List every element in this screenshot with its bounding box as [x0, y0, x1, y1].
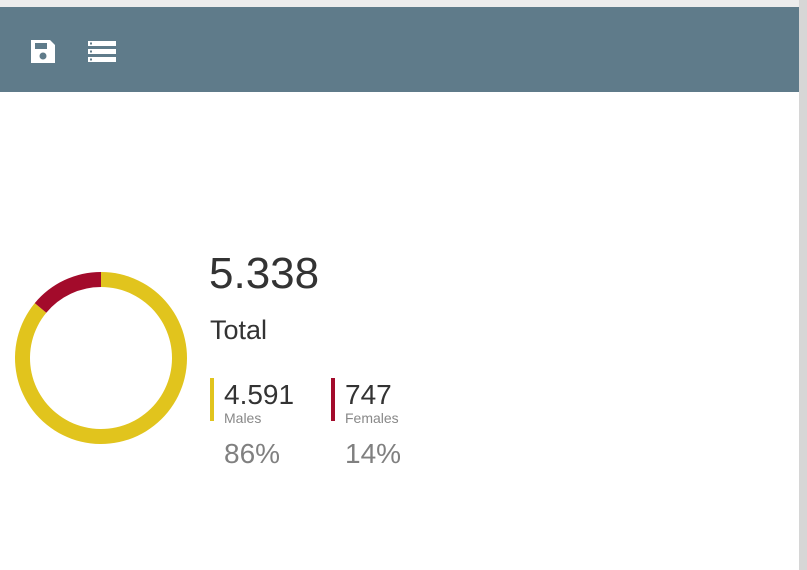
total-value: 5.338 — [209, 249, 319, 298]
list-icon[interactable] — [88, 41, 116, 62]
legend-bar — [331, 378, 335, 421]
save-icon[interactable] — [31, 40, 55, 63]
top-strip — [0, 0, 807, 7]
legend-percent: 86% — [224, 438, 280, 469]
legend-bar — [210, 378, 214, 421]
legend-label: Females — [345, 410, 399, 426]
legend-percent: 14% — [345, 438, 401, 469]
total-label: Total — [210, 315, 267, 345]
donut-segment — [34, 272, 101, 313]
right-border — [799, 0, 807, 570]
legend-value: 747 — [345, 379, 392, 410]
legend-value: 4.591 — [224, 379, 294, 410]
legend-label: Males — [224, 410, 261, 426]
header — [0, 7, 799, 92]
